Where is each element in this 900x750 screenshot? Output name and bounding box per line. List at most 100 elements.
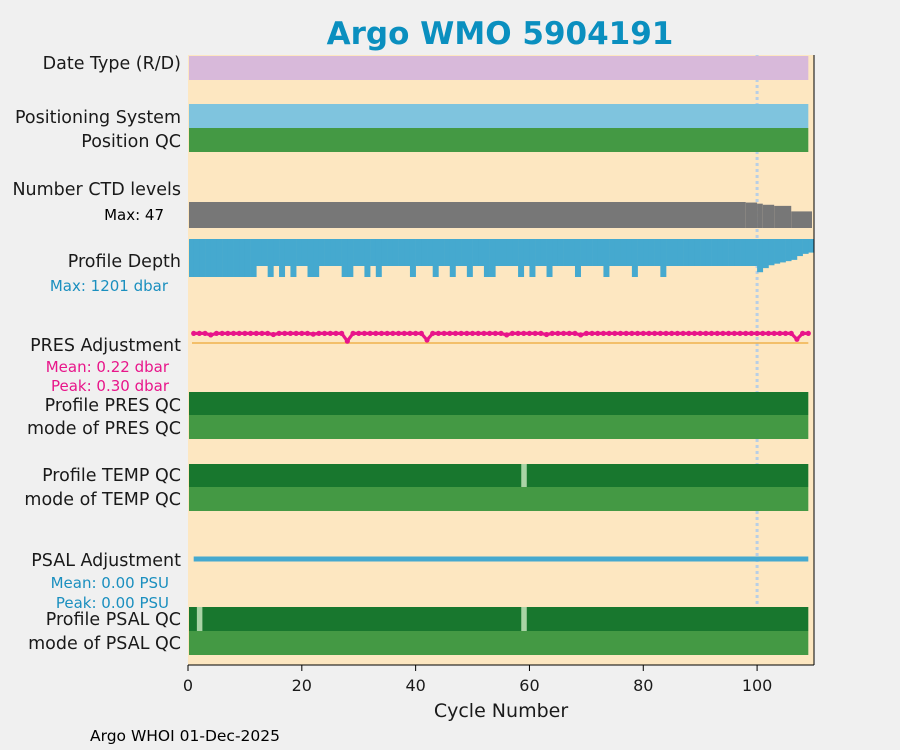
profile-depth-cycle-107 [796,239,803,257]
pres-adjustment-point-41 [418,330,424,336]
profile-depth-cycle-83 [660,239,667,277]
profile-depth-cycle-69 [580,239,587,266]
profile-depth-cycle-95 [728,239,735,266]
pres-adjustment-point-51 [475,330,481,336]
profile-depth-cycle-72 [597,239,604,266]
profile-depth-cycle-47 [455,239,462,266]
profile-depth-cycle-15 [273,239,280,266]
label-mode-psal-qc: mode of PSAL QC [28,634,181,654]
x-ticks: 0 20 40 60 80 100 [183,665,772,695]
profile-depth-cycle-75 [614,239,621,266]
pres-adjustment-point-86 [674,330,681,336]
pres-adjustment-point-61 [532,330,538,336]
pres-adjustment-point-2 [196,330,202,336]
pres-adjustment-point-37 [395,330,402,336]
pres-adjustment-point-21 [304,330,311,336]
profile-depth-cycle-4 [210,239,217,277]
pres-adjustment-point-17 [282,330,288,336]
profile-depth-cycle-67 [569,239,576,266]
pres-adjustment-point-36 [390,330,396,336]
pres-adjustment-point-59 [521,330,527,336]
pres-adjustment-point-19 [293,330,299,336]
profile-depth-cycle-96 [734,239,741,266]
profile-depth-cycle-98 [745,239,752,266]
profile-depth-cycle-14 [267,239,274,277]
profile-depth-cycle-73 [603,239,610,277]
pres-adjustment-point-48 [458,330,464,336]
profile-depth-cycle-93 [717,239,724,266]
mode-psal-qc-bar [189,631,809,655]
profile-depth-cycle-13 [261,239,268,266]
label-profile-pres-qc: Profile PRES QC [45,396,181,416]
profile-depth-cycle-68 [574,239,581,277]
profile-depth-cycle-79 [637,239,644,266]
profile-depth-cycle-30 [358,239,365,266]
profile-depth-cycle-66 [563,239,570,266]
profile-depth-cycle-86 [677,239,684,266]
profile-depth-cycle-43 [432,239,439,277]
pres-adjustment-point-50 [469,330,476,336]
profile-depth-cycle-37 [398,239,405,266]
label-psal-peak: Peak: 0.00 PSU [56,594,169,612]
plot-area [188,55,814,665]
pres-adjustment-point-67 [566,330,572,336]
chart-marks [189,55,815,655]
pres-adjustment-point-89 [691,330,698,336]
profile-depth-cycle-62 [540,239,547,266]
pres-adjustment-point-88 [686,330,692,336]
pres-adjustment-point-47 [452,330,459,336]
pres-adjustment-point-102 [765,330,772,336]
x-tick-label-60: 60 [519,676,539,695]
pres-adjustment-point-25 [327,330,333,336]
profile-depth-cycle-85 [671,239,678,266]
profile-depth-cycle-26 [335,239,342,266]
ctd-levels-step-4 [762,204,775,228]
profile-depth-cycle-90 [700,239,707,266]
ctd-levels-step-1 [189,202,746,228]
profile-depth-cycle-19 [296,239,303,266]
profile-depth-cycle-0 [189,239,195,277]
profile-depth-cycle-57 [512,239,519,266]
profile-psal-qc-bar [189,607,809,631]
pres-adjustment-point-18 [287,330,294,336]
pres-adjustment-point-28 [344,338,350,344]
label-profile-depth: Profile Depth [68,252,181,272]
profile-depth-cycle-108 [802,239,809,254]
pres-adjustment-point-39 [407,330,413,336]
pres-adjustment-point-83 [657,330,663,336]
profile-depth-cycle-71 [592,239,599,266]
profile-depth-cycle-88 [688,239,695,266]
profile-depth-cycle-56 [506,239,513,266]
profile-depth-cycle-25 [330,239,337,266]
temp-qc-gap-cycle-59 [521,464,527,487]
profile-depth-cycle-77 [626,239,633,266]
label-profile-temp-qc: Profile TEMP QC [42,466,181,486]
label-pres-mean: Mean: 0.22 dbar [46,358,170,376]
ctd-levels-step-6 [791,211,812,228]
pres-adjustment-point-54 [492,330,498,336]
pres-adjustment-point-30 [356,330,362,336]
pres-adjustment-point-10 [242,330,248,336]
date-type-bar [189,56,809,80]
profile-depth-cycle-97 [740,239,747,266]
pres-adjustment-point-91 [703,330,709,336]
label-pres-peak: Peak: 0.30 dbar [51,377,170,395]
profile-depth-cycle-41 [421,239,428,266]
profile-depth-cycle-101 [762,239,769,269]
pres-adjustment-point-81 [646,330,652,336]
pres-adjustment-point-13 [259,330,265,336]
pres-adjustment-point-87 [680,330,686,336]
mode-pres-qc-bar [189,415,809,439]
profile-depth-cycle-39 [409,239,416,277]
pres-adjustment-point-82 [652,330,658,336]
profile-depth-cycle-105 [785,239,792,262]
profile-depth-cycle-49 [466,239,473,277]
profile-depth-cycle-1 [193,239,200,277]
pres-adjustment-point-73 [600,330,607,336]
pres-adjustment-point-15 [270,331,276,338]
position-qc-bar [189,128,809,152]
profile-depth-cycle-61 [535,239,542,266]
pres-adjustment-point-45 [441,330,447,336]
profile-depth-cycle-82 [654,239,661,266]
profile-depth-cycle-6 [222,239,229,277]
